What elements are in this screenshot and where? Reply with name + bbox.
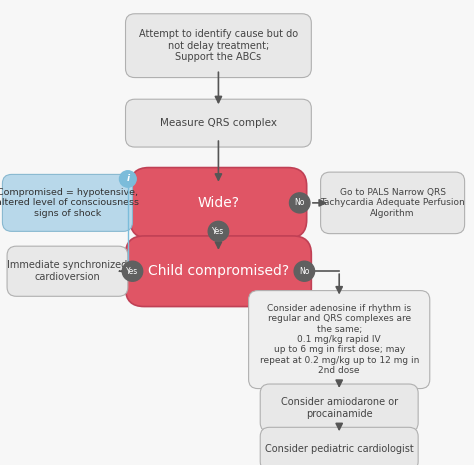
Circle shape: [290, 193, 310, 213]
Circle shape: [119, 171, 136, 187]
Circle shape: [208, 221, 228, 241]
Text: Compromised = hypotensive,
altered level of consciousness
signs of shock: Compromised = hypotensive, altered level…: [0, 188, 139, 218]
Text: Attempt to identify cause but do
not delay treatment;
Support the ABCs: Attempt to identify cause but do not del…: [139, 29, 298, 62]
FancyBboxPatch shape: [2, 174, 132, 232]
Circle shape: [122, 261, 143, 281]
Text: No: No: [294, 199, 305, 207]
Text: Immediate synchronized
cardioversion: Immediate synchronized cardioversion: [7, 260, 128, 282]
FancyBboxPatch shape: [126, 99, 311, 147]
Circle shape: [294, 261, 315, 281]
Text: i: i: [126, 174, 129, 184]
FancyBboxPatch shape: [130, 167, 307, 238]
Text: Go to PALS Narrow QRS
Tachycardia Adequate Perfusion
Algorithm: Go to PALS Narrow QRS Tachycardia Adequa…: [320, 188, 465, 218]
FancyBboxPatch shape: [260, 384, 418, 432]
Text: Consider amiodarone or
procainamide: Consider amiodarone or procainamide: [281, 397, 398, 419]
Text: Child compromised?: Child compromised?: [148, 264, 289, 278]
FancyBboxPatch shape: [320, 172, 465, 233]
FancyBboxPatch shape: [248, 291, 430, 389]
Text: Consider pediatric cardiologist: Consider pediatric cardiologist: [265, 444, 414, 454]
FancyBboxPatch shape: [7, 246, 128, 296]
FancyBboxPatch shape: [126, 14, 311, 78]
FancyBboxPatch shape: [260, 427, 418, 465]
Text: No: No: [299, 267, 310, 276]
Text: Yes: Yes: [127, 267, 138, 276]
Text: Consider adenosine if rhythm is
regular and QRS complexes are
the same;
0.1 mg/k: Consider adenosine if rhythm is regular …: [259, 304, 419, 375]
Text: Wide?: Wide?: [197, 196, 239, 210]
Text: Measure QRS complex: Measure QRS complex: [160, 118, 277, 128]
FancyBboxPatch shape: [126, 236, 311, 306]
Text: Yes: Yes: [212, 227, 225, 236]
